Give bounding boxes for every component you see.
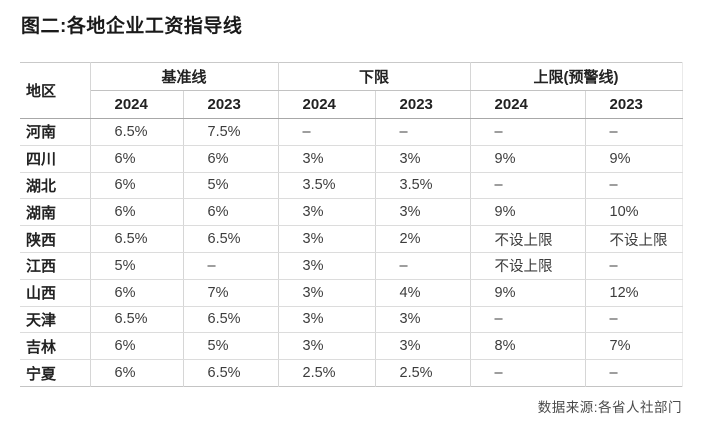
value-cell: –	[585, 252, 683, 280]
value-cell: 4%	[375, 279, 471, 307]
value-cell: 不设上限	[470, 225, 586, 253]
value-cell: –	[278, 118, 376, 146]
region-cell: 陕西	[20, 225, 91, 253]
value-cell: –	[585, 118, 683, 146]
value-cell: 6.5%	[183, 306, 279, 334]
year-header: 2024	[90, 90, 184, 119]
value-cell: 2.5%	[375, 359, 471, 387]
value-cell: 7%	[183, 279, 279, 307]
value-cell: 5%	[183, 332, 279, 361]
value-cell: 6%	[183, 198, 279, 227]
table-row: 湖北 6% 5% 3.5% 3.5% – –	[20, 172, 683, 200]
value-cell: 9%	[470, 279, 586, 307]
value-cell: 3%	[278, 306, 376, 334]
region-cell: 吉林	[20, 332, 91, 361]
value-cell: 3%	[375, 198, 471, 227]
value-cell: 3%	[278, 225, 376, 253]
value-cell: 不设上限	[585, 225, 683, 253]
value-cell: 6.5%	[90, 118, 184, 146]
value-cell: –	[585, 172, 683, 200]
value-cell: 6.5%	[183, 359, 279, 387]
table-header: 地区 基准线 下限 上限(预警线) 2024 2023 2024 2023 20…	[20, 62, 683, 119]
table-row: 湖南 6% 6% 3% 3% 9% 10%	[20, 198, 683, 227]
value-cell: 8%	[470, 332, 586, 361]
region-cell: 四川	[20, 145, 91, 173]
table-row: 陕西 6.5% 6.5% 3% 2% 不设上限 不设上限	[20, 225, 683, 253]
region-cell: 河南	[20, 118, 91, 146]
table-row: 吉林 6% 5% 3% 3% 8% 7%	[20, 332, 683, 361]
group-header-baseline: 基准线	[90, 62, 279, 91]
value-cell: –	[470, 306, 586, 334]
value-cell: 6%	[183, 145, 279, 173]
value-cell: 3.5%	[278, 172, 376, 200]
value-cell: 3%	[375, 332, 471, 361]
value-cell: –	[183, 252, 279, 280]
year-header-row: 2024 2023 2024 2023 2024 2023	[20, 90, 683, 119]
value-cell: 3%	[375, 145, 471, 173]
region-column-header: 地区	[20, 62, 91, 119]
year-header: 2023	[375, 90, 471, 119]
region-cell: 天津	[20, 306, 91, 334]
value-cell: 9%	[470, 198, 586, 227]
value-cell: –	[375, 118, 471, 146]
table-row: 河南 6.5% 7.5% – – – –	[20, 118, 683, 146]
value-cell: 6%	[90, 145, 184, 173]
value-cell: 6%	[90, 332, 184, 361]
value-cell: 3.5%	[375, 172, 471, 200]
table-row: 山西 6% 7% 3% 4% 9% 12%	[20, 279, 683, 307]
value-cell: –	[470, 172, 586, 200]
value-cell: 6%	[90, 198, 184, 227]
group-header-upper-limit: 上限(预警线)	[470, 62, 683, 91]
value-cell: 不设上限	[470, 252, 586, 280]
value-cell: 7%	[585, 332, 683, 361]
value-cell: 9%	[585, 145, 683, 173]
value-cell: 7.5%	[183, 118, 279, 146]
value-cell: 3%	[278, 252, 376, 280]
table-row: 天津 6.5% 6.5% 3% 3% – –	[20, 306, 683, 334]
value-cell: 3%	[278, 198, 376, 227]
value-cell: 2%	[375, 225, 471, 253]
value-cell: 12%	[585, 279, 683, 307]
value-cell: 10%	[585, 198, 683, 227]
year-header: 2023	[585, 90, 683, 119]
group-header-row: 地区 基准线 下限 上限(预警线)	[20, 62, 683, 119]
table-row: 宁夏 6% 6.5% 2.5% 2.5% – –	[20, 359, 683, 387]
value-cell: 6%	[90, 359, 184, 387]
year-header: 2024	[278, 90, 376, 119]
value-cell: 6%	[90, 279, 184, 307]
value-cell: 5%	[183, 172, 279, 200]
value-cell: 9%	[470, 145, 586, 173]
value-cell: 5%	[90, 252, 184, 280]
value-cell: 3%	[278, 279, 376, 307]
value-cell: 2.5%	[278, 359, 376, 387]
figure-title: 图二:各地企业工资指导线	[21, 16, 243, 37]
value-cell: 6.5%	[183, 225, 279, 253]
value-cell: 6.5%	[90, 306, 184, 334]
region-cell: 湖北	[20, 172, 91, 200]
region-cell: 湖南	[20, 198, 91, 227]
value-cell: –	[585, 359, 683, 387]
table-body: 河南 6.5% 7.5% – – – – 四川 6% 6% 3% 3% 9% 9% 湖北 6% 5% 3.5% 3.…	[20, 118, 683, 387]
value-cell: –	[470, 118, 586, 146]
value-cell: –	[375, 252, 471, 280]
value-cell: 3%	[278, 145, 376, 173]
value-cell: 3%	[375, 306, 471, 334]
year-header: 2024	[470, 90, 586, 119]
region-cell: 山西	[20, 279, 91, 307]
table-row: 江西 5% –3% – 不设上限 –	[20, 252, 683, 280]
value-cell: 6%	[90, 172, 184, 200]
value-cell: –	[585, 306, 683, 334]
region-cell: 宁夏	[20, 359, 91, 387]
value-cell: 6.5%	[90, 225, 184, 253]
wage-guidance-table: 地区 基准线 下限 上限(预警线) 2024 2023 2024 2023 20…	[20, 62, 683, 387]
year-header: 2023	[183, 90, 279, 119]
value-cell: –	[470, 359, 586, 387]
table-row: 四川 6% 6% 3% 3% 9% 9%	[20, 145, 683, 173]
value-cell: 3%	[278, 332, 376, 361]
data-source: 数据来源:各省人社部门	[537, 400, 682, 415]
group-header-lower-limit: 下限	[278, 62, 471, 91]
region-cell: 江西	[20, 252, 91, 280]
